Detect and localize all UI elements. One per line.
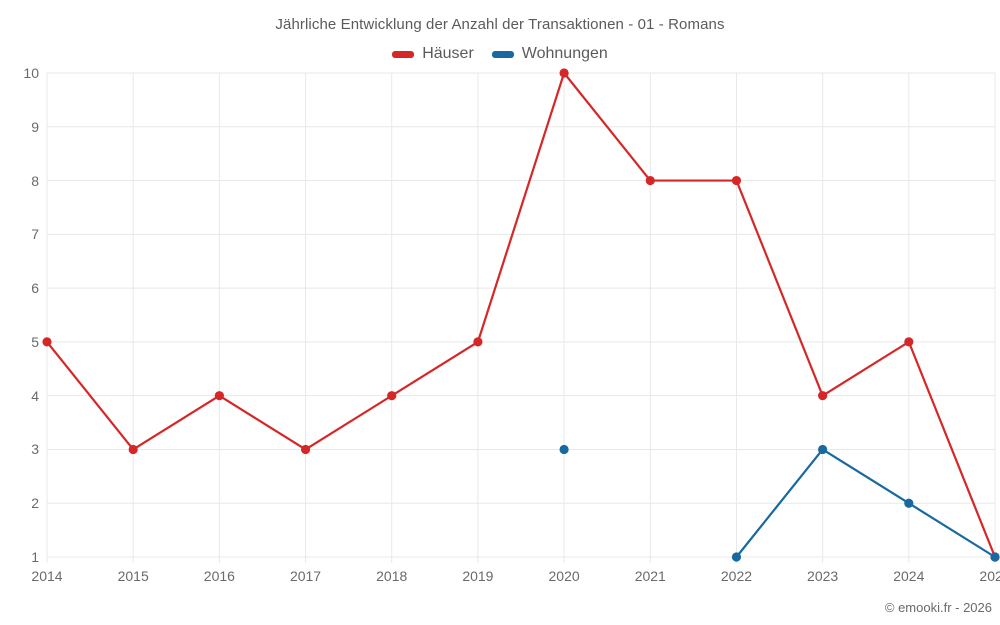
data-point-marker[interactable] xyxy=(387,391,397,401)
data-series-1 xyxy=(42,68,1000,562)
series-line xyxy=(45,71,997,559)
data-point-marker[interactable] xyxy=(731,175,742,186)
y-axis-tick-label: 3 xyxy=(31,441,39,458)
data-point-marker[interactable] xyxy=(818,391,828,401)
grid-lines xyxy=(46,72,996,563)
y-axis-tick-label: 6 xyxy=(31,280,39,297)
x-axis-tick-label: 2017 xyxy=(289,568,322,584)
data-series-2 xyxy=(559,444,1000,562)
x-axis-tick-label: 2025 xyxy=(979,568,1000,584)
y-axis-tick-label: 1 xyxy=(31,549,39,565)
data-point-marker[interactable] xyxy=(559,68,569,78)
x-axis-tick-label: 2015 xyxy=(117,568,149,584)
x-axis-tick-label: 2024 xyxy=(893,568,925,584)
series-line xyxy=(735,448,997,559)
data-point-marker[interactable] xyxy=(473,337,483,347)
data-point-marker[interactable] xyxy=(818,444,828,455)
x-axis-tick-label: 2022 xyxy=(720,568,753,584)
legend-swatch-icon xyxy=(491,50,514,58)
data-point-marker[interactable] xyxy=(990,552,1000,562)
y-axis-tick-label: 9 xyxy=(31,118,39,135)
y-axis-tick-label: 4 xyxy=(31,387,39,404)
x-axis-tick-label: 2023 xyxy=(807,568,839,584)
footer-credit: © emooki.fr - 2026 xyxy=(884,600,992,615)
x-axis-tick-label: 2016 xyxy=(203,568,235,584)
y-axis-tick-label: 10 xyxy=(23,65,39,81)
y-axis-tick-label: 8 xyxy=(31,172,39,189)
x-axis-tick-label: 2014 xyxy=(31,568,63,584)
x-axis-tick-label: 2020 xyxy=(548,568,580,584)
legend-item-label: Wohnungen xyxy=(521,45,608,62)
data-point-marker[interactable] xyxy=(559,444,569,455)
legend-item-2[interactable]: Wohnungen xyxy=(491,45,608,63)
legend-item-1[interactable]: Häuser xyxy=(392,45,474,63)
data-point-marker[interactable] xyxy=(731,552,742,562)
data-point-marker[interactable] xyxy=(300,444,311,455)
data-point-marker[interactable] xyxy=(645,175,655,186)
chart-legend: Häuser Wohnungen xyxy=(0,45,1000,63)
data-point-marker[interactable] xyxy=(42,337,52,347)
y-axis-tick-label: 5 xyxy=(31,333,39,350)
data-series-layer xyxy=(42,68,1000,562)
y-axis-tick-label: 7 xyxy=(31,226,39,243)
data-point-marker[interactable] xyxy=(128,444,138,455)
y-axis-tick-label: 2 xyxy=(31,495,39,512)
x-axis-tick-label: 2018 xyxy=(376,568,408,584)
data-point-marker[interactable] xyxy=(904,498,914,508)
page-title: Jährliche Entwicklung der Anzahl der Tra… xyxy=(275,16,725,33)
x-axis-tick-label: 2021 xyxy=(634,568,666,584)
data-point-marker[interactable] xyxy=(904,337,914,347)
data-point-marker[interactable] xyxy=(214,391,224,401)
legend-swatch-icon xyxy=(392,50,415,58)
x-axis-tick-label: 2019 xyxy=(462,568,494,584)
legend-item-label: Häuser xyxy=(422,45,474,62)
